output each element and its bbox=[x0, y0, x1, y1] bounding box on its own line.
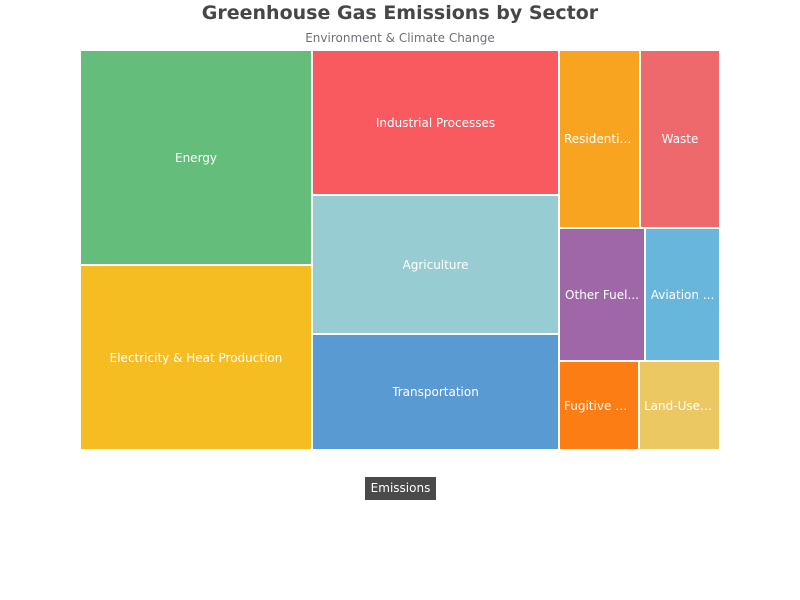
treemap-tile-label: Other Fuel... bbox=[565, 287, 639, 302]
treemap-tile-label: Residentia... bbox=[564, 132, 635, 146]
treemap-tile-label: Industrial Processes bbox=[375, 115, 496, 130]
treemap-tile-land-use-change[interactable]: Land-Use ... bbox=[639, 361, 720, 450]
treemap-tile-waste[interactable]: Waste bbox=[640, 50, 720, 228]
breadcrumb-root[interactable]: Emissions bbox=[365, 477, 436, 500]
treemap-tile-label: Energy bbox=[174, 150, 218, 165]
treemap-tile-industrial-processes[interactable]: Industrial Processes bbox=[312, 50, 559, 195]
treemap-tile-other-fuel-combustion[interactable]: Other Fuel... bbox=[559, 228, 645, 361]
treemap-tile-label: Agriculture bbox=[402, 257, 469, 272]
treemap-tile-label: Aviation ... bbox=[650, 287, 715, 302]
treemap-tile-electricity-and-heat-production[interactable]: Electricity & Heat Production bbox=[80, 265, 312, 450]
treemap-tile-label: Transportation bbox=[392, 385, 479, 399]
treemap-tile-label: Land-Use ... bbox=[644, 398, 715, 413]
treemap-tile-label: Electricity & Heat Production bbox=[109, 350, 283, 365]
treemap-tile-aviation[interactable]: Aviation ... bbox=[645, 228, 720, 361]
treemap-tile-agriculture[interactable]: Agriculture bbox=[312, 195, 559, 334]
treemap-tile-transportation[interactable]: Transportation bbox=[312, 334, 559, 450]
treemap-plot-area: Energy Electricity & Heat Production Indus… bbox=[80, 50, 720, 450]
treemap-tile-label: Waste bbox=[661, 132, 699, 146]
treemap-tile-fugitive-emissions[interactable]: Fugitive E... bbox=[559, 361, 639, 450]
chart-subtitle: Environment & Climate Change bbox=[305, 31, 495, 45]
treemap-tile-residential-and-commercial[interactable]: Residentia... bbox=[559, 50, 640, 228]
treemap-tile-label: Fugitive E... bbox=[564, 398, 634, 413]
treemap-tile-energy[interactable]: Energy bbox=[80, 50, 312, 265]
chart-title: Greenhouse Gas Emissions by Sector bbox=[201, 2, 599, 24]
